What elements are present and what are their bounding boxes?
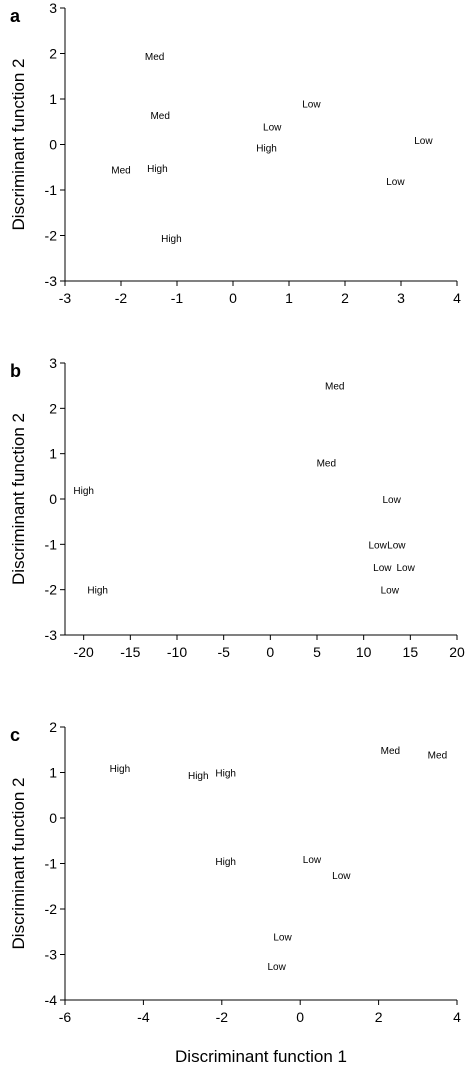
data-point-label: Low — [273, 932, 292, 943]
y-tick-label: -2 — [45, 582, 58, 598]
y-tick-label: 2 — [49, 400, 57, 416]
panel-letter: b — [10, 361, 21, 381]
x-tick-label: 2 — [341, 290, 349, 306]
x-tick-label: -2 — [216, 1009, 229, 1025]
x-tick-label: -10 — [167, 644, 187, 660]
data-point-label: High — [161, 234, 182, 245]
x-tick-label: -2 — [115, 290, 128, 306]
panel-letter: a — [10, 6, 21, 26]
panel-letter: c — [10, 725, 20, 745]
x-axis-title: Discriminant function 1 — [175, 1047, 347, 1066]
data-point-label: Low — [396, 563, 415, 574]
data-point-label: High — [87, 586, 108, 597]
y-tick-label: -1 — [45, 856, 58, 872]
data-point-label: Low — [268, 962, 287, 973]
data-point-label: Med — [111, 166, 130, 177]
y-tick-label: -3 — [45, 627, 58, 643]
y-tick-label: -1 — [45, 536, 58, 552]
x-tick-label: 0 — [296, 1009, 304, 1025]
y-tick-label: -2 — [45, 901, 58, 917]
x-tick-label: 20 — [449, 644, 465, 660]
data-point-label: Low — [381, 586, 400, 597]
data-point-label: Low — [414, 136, 433, 147]
data-point-label: High — [256, 144, 277, 155]
x-tick-label: 4 — [453, 290, 461, 306]
y-axis-title: Discriminant function 2 — [9, 59, 28, 231]
y-tick-label: 3 — [49, 0, 57, 16]
data-point-label: Low — [332, 871, 351, 882]
x-tick-label: -1 — [171, 290, 184, 306]
y-axis-title: Discriminant function 2 — [9, 413, 28, 585]
data-point-label: Low — [302, 100, 321, 111]
data-point-label: Low — [303, 855, 322, 866]
x-tick-label: -4 — [137, 1009, 150, 1025]
y-tick-label: 2 — [49, 46, 57, 62]
y-tick-label: -2 — [45, 228, 58, 244]
y-tick-label: 0 — [49, 810, 57, 826]
data-point-label: High — [147, 164, 168, 175]
x-tick-label: 10 — [356, 644, 372, 660]
data-point-label: Med — [428, 750, 447, 761]
x-tick-label: -3 — [59, 290, 72, 306]
data-point-label: Med — [145, 52, 164, 63]
data-point-label: High — [188, 771, 209, 782]
y-axis-title: Discriminant function 2 — [9, 778, 28, 950]
x-tick-label: 3 — [397, 290, 405, 306]
x-tick-label: -20 — [74, 644, 94, 660]
data-point-label: Med — [317, 459, 336, 470]
data-point-label: Low — [368, 540, 387, 551]
panel-a-scatter-chart: a -3 -2 -1 0 1 2 3 -3 -2 -1 0 1 2 3 4 Discriminant funct… — [9, 0, 461, 306]
x-tick-label: -6 — [59, 1009, 72, 1025]
x-tick-label: 15 — [403, 644, 419, 660]
y-tick-label: 0 — [49, 137, 57, 153]
data-point-label: Low — [387, 540, 406, 551]
x-tick-label: 0 — [266, 644, 274, 660]
y-tick-label: 2 — [49, 719, 57, 735]
x-tick-label: 4 — [453, 1009, 461, 1025]
x-tick-label: 1 — [285, 290, 293, 306]
y-tick-label: -3 — [45, 947, 58, 963]
data-point-label: Low — [382, 495, 401, 506]
data-point-label: Low — [386, 177, 405, 188]
y-tick-label: 0 — [49, 491, 57, 507]
data-point-label: Low — [263, 122, 282, 133]
y-tick-label: -1 — [45, 182, 58, 198]
y-tick-label: 3 — [49, 355, 57, 371]
data-point-label: Med — [381, 746, 400, 757]
data-point-label: Med — [150, 111, 169, 122]
x-tick-label: 5 — [313, 644, 321, 660]
data-point-label: Low — [373, 563, 392, 574]
data-point-label: High — [215, 857, 236, 868]
data-point-label: High — [110, 764, 131, 775]
data-point-label: High — [215, 769, 236, 780]
y-tick-label: 1 — [49, 91, 57, 107]
y-tick-label: -4 — [45, 992, 58, 1008]
y-tick-label: 1 — [49, 765, 57, 781]
data-point-label: High — [73, 486, 94, 497]
x-tick-label: -15 — [120, 644, 140, 660]
x-tick-label: -5 — [217, 644, 230, 660]
x-tick-label: 2 — [375, 1009, 383, 1025]
y-tick-label: 1 — [49, 446, 57, 462]
data-point-label: Med — [325, 382, 344, 393]
x-tick-label: 0 — [229, 290, 237, 306]
y-tick-label: -3 — [45, 273, 58, 289]
